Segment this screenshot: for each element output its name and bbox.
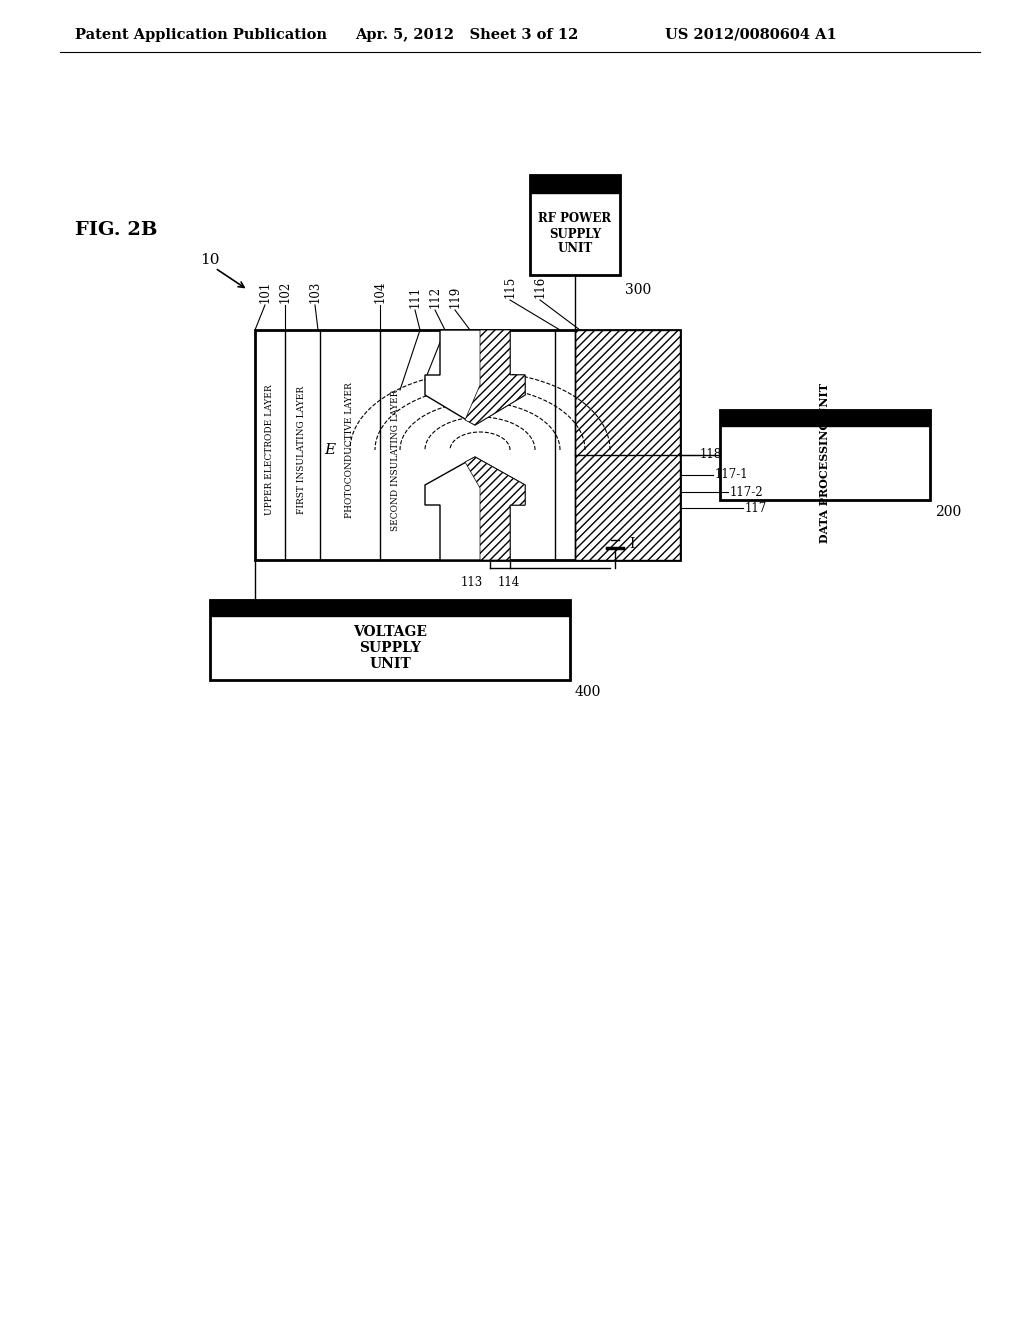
Text: 117-1: 117-1 [715, 469, 749, 482]
Text: US 2012/0080604 A1: US 2012/0080604 A1 [665, 28, 837, 42]
Text: DATA PROCESSING UNIT: DATA PROCESSING UNIT [819, 383, 830, 543]
Text: FIG. 2B: FIG. 2B [75, 220, 158, 239]
Text: 118: 118 [700, 449, 722, 462]
Text: Apr. 5, 2012   Sheet 3 of 12: Apr. 5, 2012 Sheet 3 of 12 [355, 28, 579, 42]
Text: 113: 113 [461, 576, 483, 589]
Text: 114: 114 [498, 576, 520, 589]
Text: SECOND INSULATING LAYER: SECOND INSULATING LAYER [390, 389, 399, 531]
Text: FIRST INSULATING LAYER: FIRST INSULATING LAYER [298, 385, 306, 513]
Text: 10: 10 [200, 253, 219, 267]
Text: RF POWER
SUPPLY
UNIT: RF POWER SUPPLY UNIT [539, 213, 611, 256]
Text: 103: 103 [308, 281, 322, 304]
Text: PHOTOCONDUCTIVE LAYER: PHOTOCONDUCTIVE LAYER [344, 381, 353, 517]
Text: 117: 117 [745, 502, 767, 515]
Text: 102: 102 [279, 281, 292, 304]
Bar [210, 601, 570, 680]
Text: I: I [629, 537, 635, 550]
Bar [720, 411, 930, 500]
Polygon shape [425, 457, 525, 560]
Text: Patent Application Publication: Patent Application Publication [75, 28, 327, 42]
Bar [530, 176, 620, 275]
Polygon shape [425, 330, 525, 425]
Bar [530, 176, 620, 193]
Text: 104: 104 [374, 281, 386, 304]
Text: 116: 116 [534, 276, 547, 298]
Text: 200: 200 [935, 506, 962, 519]
Polygon shape [465, 457, 525, 560]
Bar [720, 411, 930, 426]
Text: 112: 112 [428, 286, 441, 308]
Text: UPPER ELECTRODE LAYER: UPPER ELECTRODE LAYER [265, 384, 274, 515]
Text: 119: 119 [449, 285, 462, 308]
Text: 115: 115 [504, 276, 516, 298]
Text: 117-2: 117-2 [730, 486, 764, 499]
Text: 300: 300 [625, 282, 651, 297]
Bar [210, 601, 570, 616]
Text: 111: 111 [409, 286, 422, 308]
Text: VOLTAGE
SUPPLY
UNIT: VOLTAGE SUPPLY UNIT [353, 624, 427, 671]
Polygon shape [465, 330, 525, 425]
Text: 101: 101 [258, 281, 271, 304]
Text: 400: 400 [575, 685, 601, 700]
Text: E: E [324, 444, 335, 457]
Bar [575, 330, 680, 560]
Bar [255, 330, 680, 560]
